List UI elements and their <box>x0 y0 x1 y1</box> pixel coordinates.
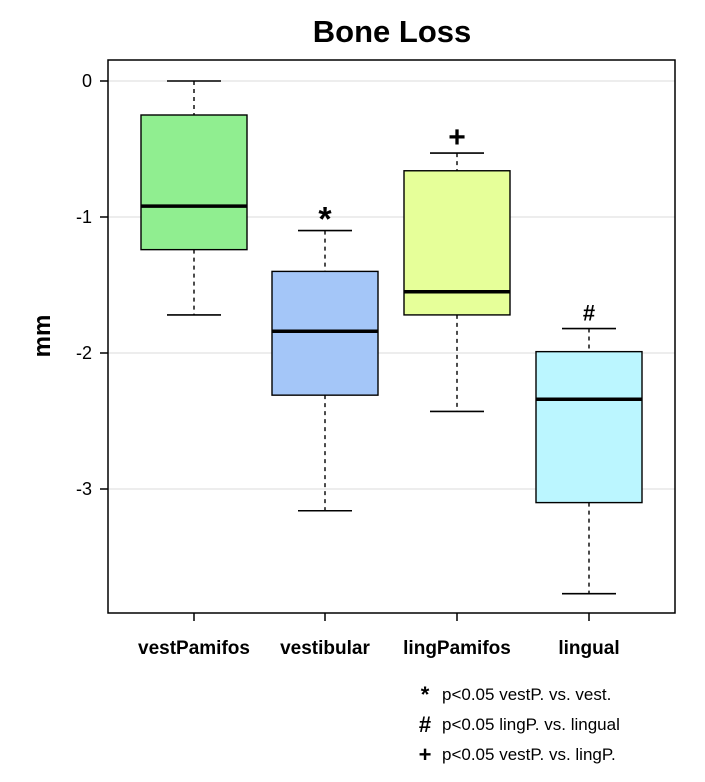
significance-legend: * p<0.05 vestP. vs. vest. # p<0.05 lingP… <box>412 680 702 770</box>
chart-title: Bone Loss <box>313 14 471 49</box>
y-tick-label: -1 <box>76 207 92 227</box>
y-axis-label: mm <box>29 315 56 358</box>
y-tick-label: -2 <box>76 343 92 363</box>
plot-frame <box>107 59 676 614</box>
legend-text: p<0.05 lingP. vs. lingual <box>442 715 620 734</box>
hash-icon: # <box>418 712 432 737</box>
legend-item: * p<0.05 vestP. vs. vest. <box>412 680 702 710</box>
box-rect <box>535 350 643 504</box>
x-tick-label: vestibular <box>280 638 370 659</box>
box-rect <box>271 270 379 396</box>
legend-item: + p<0.05 vestP. vs. lingP. <box>412 740 702 770</box>
x-tick-label: lingual <box>558 638 619 659</box>
x-axis: vestPamifos vestibular lingPamifos lingual <box>138 613 620 659</box>
asterisk-icon: * <box>420 682 430 707</box>
x-tick-label: vestPamifos <box>138 638 250 659</box>
box-vestPamifos <box>140 80 248 316</box>
box-vestibular: * <box>271 201 379 512</box>
box-lingPamifos: + <box>403 121 511 413</box>
box-lingual: # <box>535 301 643 595</box>
y-tick-label: -3 <box>76 479 92 499</box>
significance-marker: # <box>583 301 595 326</box>
legend-text: p<0.05 vestP. vs. lingP. <box>442 745 616 764</box>
legend-item: # p<0.05 lingP. vs. lingual <box>412 710 702 740</box>
boxplot-chart: Bone Loss mm 0 -1 -2 -3 vestPamifos vestibul… <box>29 14 676 659</box>
y-tick-label: 0 <box>82 71 92 91</box>
boxes: * + # <box>140 80 643 595</box>
significance-marker: + <box>448 121 466 154</box>
plus-icon: + <box>418 742 432 767</box>
y-axis: 0 -1 -2 -3 <box>76 71 108 499</box>
x-tick-label: lingPamifos <box>403 638 511 659</box>
significance-marker: * <box>318 201 332 239</box>
legend-text: p<0.05 vestP. vs. vest. <box>442 685 612 704</box>
box-rect <box>140 114 248 251</box>
